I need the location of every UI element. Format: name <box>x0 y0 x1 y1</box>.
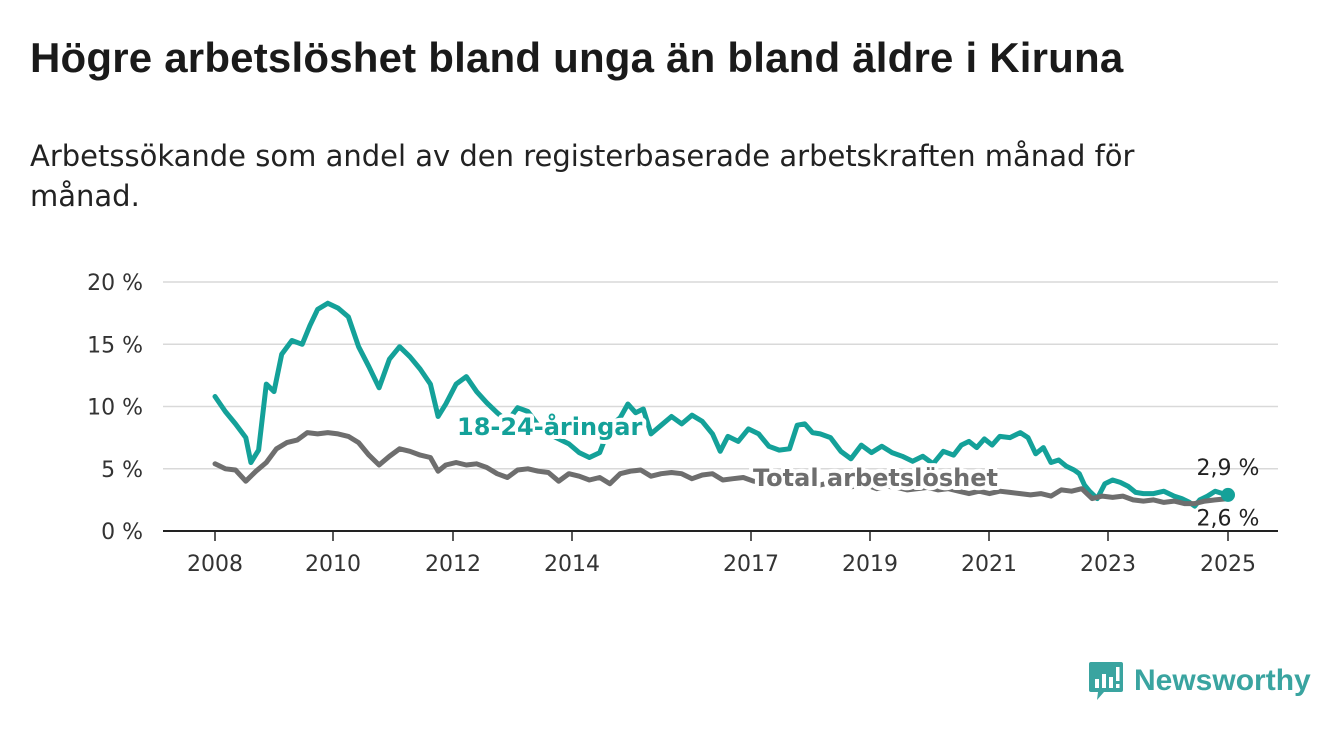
y-tick-label: 0 % <box>101 520 143 545</box>
x-tick-label: 2017 <box>723 552 779 577</box>
y-tick-label: 10 % <box>87 396 143 421</box>
x-tick-label: 2021 <box>961 552 1017 577</box>
series-label: Total arbetslöshet <box>753 464 998 492</box>
y-tick-label: 5 % <box>101 458 143 483</box>
series-label-halo: 18-24-åringar <box>457 412 642 441</box>
x-tick-label: 2019 <box>842 552 898 577</box>
end-value-label: 2,9 % <box>1197 456 1260 481</box>
series-label-halo: Total arbetslöshet <box>753 464 998 492</box>
x-tick-label: 2012 <box>425 552 481 577</box>
series-line-total <box>212 430 1231 507</box>
newsworthy-logo-icon <box>1089 662 1123 700</box>
chart-title: Högre arbetslöshet bland unga än bland ä… <box>30 34 1124 81</box>
axes: 0 % 5 % 10 % 15 % 20 % 2008 2010 2012 2014 2017 20… <box>87 271 1278 577</box>
x-tick-label: 2025 <box>1200 552 1256 577</box>
end-value-label: 2,6 % <box>1197 507 1260 532</box>
series-label: 18-24-åringar <box>457 412 642 441</box>
series-labels: 2,9 %2,6 %18-24-åringar18-24-åringarTota… <box>453 408 1260 532</box>
series-lines <box>212 300 1235 509</box>
grid-lines <box>163 281 1278 470</box>
y-tick-label: 20 % <box>87 271 143 296</box>
y-tick-label: 15 % <box>87 333 143 358</box>
end-marker <box>1221 487 1235 502</box>
chart-subtitle: Arbetssökande som andel av den registerb… <box>30 139 1135 213</box>
x-tick-label: 2008 <box>187 552 243 577</box>
x-tick-label: 2023 <box>1080 552 1136 577</box>
series-line-youth <box>212 300 1231 509</box>
x-tick-label: 2010 <box>305 552 361 577</box>
brand-logo: Newsworthy <box>1088 660 1311 702</box>
brand-name: Newsworthy <box>1134 664 1311 697</box>
x-tick-label: 2014 <box>544 552 600 577</box>
